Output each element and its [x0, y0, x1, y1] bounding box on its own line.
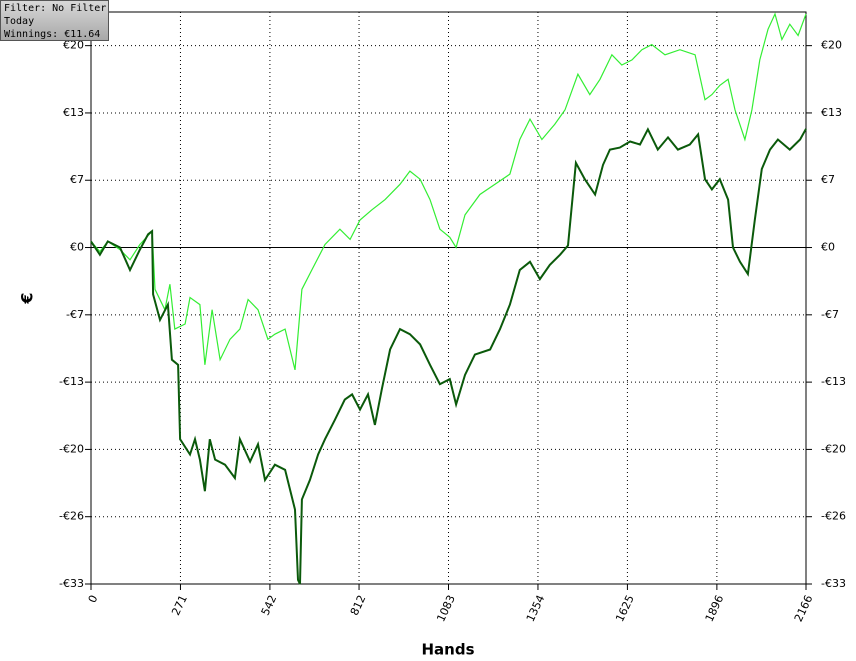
y-axis-label: €	[18, 292, 37, 304]
y-tick-label: €7	[70, 173, 84, 186]
y-tick-label: -€26	[59, 510, 84, 523]
y-tick-label: €0	[70, 241, 84, 254]
y-tick-label: -€13	[59, 375, 84, 388]
series-line	[90, 127, 807, 585]
y-tick-label: €13	[821, 106, 842, 119]
y-tick-label: €20	[821, 39, 842, 52]
info-line: Today	[4, 16, 35, 27]
x-tick-label: 1625	[613, 593, 637, 624]
x-tick-label: 1354	[524, 593, 548, 624]
y-tick-label: -€7	[66, 308, 84, 321]
info-line: Winnings: €11.64	[4, 29, 101, 40]
info-line: Filter: No Filter	[4, 3, 107, 14]
x-tick-label: 0	[86, 593, 101, 605]
x-tick-label: 2166	[792, 593, 816, 624]
x-tick-label: 812	[348, 593, 369, 618]
info-box: Filter: No Filter Today Winnings: €11.64	[0, 0, 109, 41]
y-tick-label: -€33	[59, 577, 84, 590]
x-tick-label: 271	[169, 593, 190, 618]
series-line	[90, 12, 807, 371]
y-tick-label: €0	[821, 241, 835, 254]
y-tick-label: -€20	[59, 442, 84, 455]
plot-frame	[90, 11, 807, 585]
x-axis-label: Hands	[421, 641, 474, 659]
y-tick-label: €20	[63, 39, 84, 52]
y-tick-label: -€7	[821, 308, 839, 321]
y-tick-label: -€33	[821, 577, 846, 590]
y-tick-label: €7	[821, 173, 835, 186]
y-tick-label: -€26	[821, 510, 846, 523]
y-tick-label: €13	[63, 106, 84, 119]
y-tick-label: -€20	[821, 442, 846, 455]
y-tick-label: -€13	[821, 375, 846, 388]
x-tick-label: 542	[259, 593, 280, 618]
x-tick-label: 1896	[703, 593, 727, 624]
x-tick-label: 1083	[434, 593, 458, 624]
